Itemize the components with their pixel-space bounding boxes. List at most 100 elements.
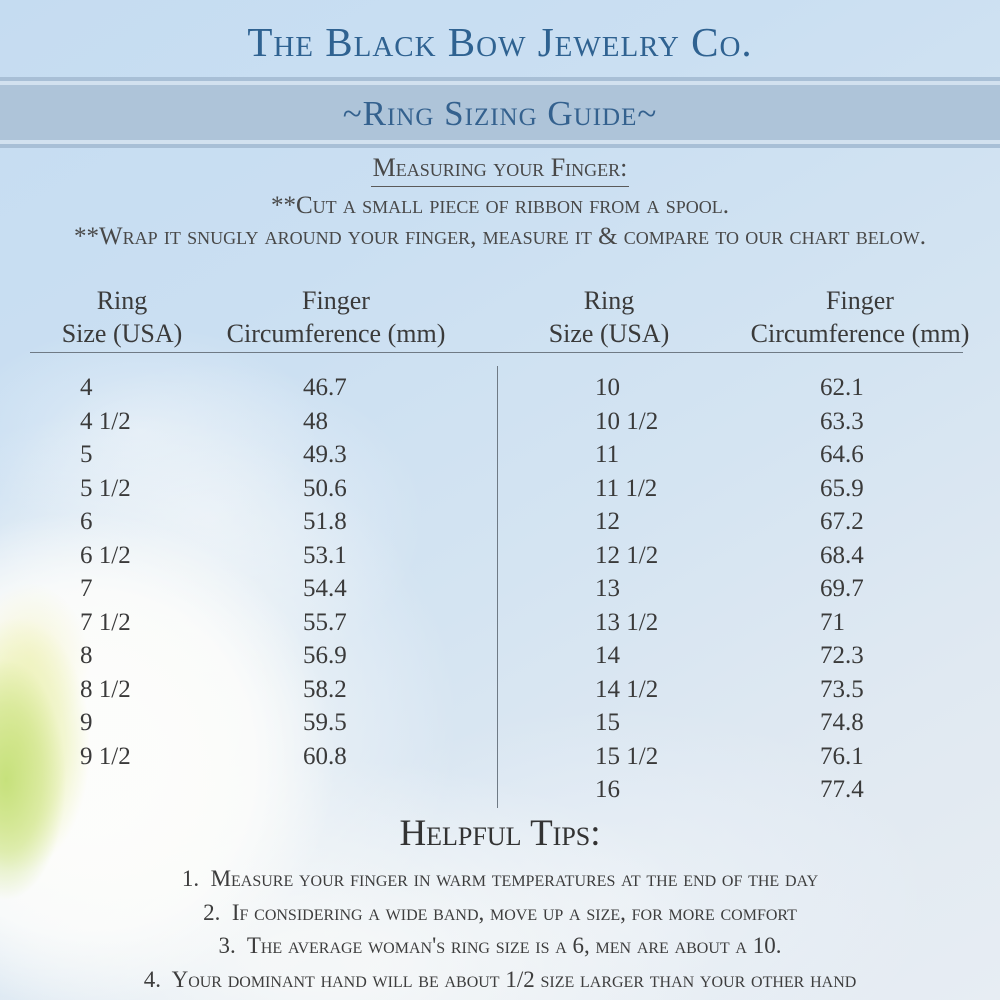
circumference-value: 60.8 [303,742,347,770]
table-row: 10 1/2 63.3 [500,405,963,439]
ring-size-value: 9 [80,709,93,736]
ring-size-value: 5 [80,441,93,468]
ring-size-value: 14 [595,642,620,669]
ring-size-header-line1: Ring [583,286,635,315]
circumference-value: 71 [820,608,845,636]
circumference-value: 77.4 [820,776,864,803]
instructions-title: Measuring your Finger: [370,153,630,187]
circumference-header-line2: Circumference (mm) [750,319,970,348]
ring-size-value: 11 [595,441,620,468]
circumference-value: 53.1 [303,541,347,569]
tip-line: 1. Measure your finger in warm temperatu… [181,866,819,891]
circumference-value: 63.3 [820,407,864,435]
banner-title: ~Ring Sizing Guide~ [342,93,658,133]
ring-size-value: 15 1/2 [595,742,659,770]
circumference-value: 62.1 [820,374,864,401]
ring-size-value: 8 1/2 [80,675,131,703]
company-title: The Black Bow Jewelry Co. [247,19,753,65]
table-row: 10 62.1 [500,371,963,405]
ring-size-value: 10 [595,374,620,401]
ring-size-header-line2: Size (USA) [548,319,670,348]
tip-line: 3. The average woman's ring size is a 6,… [218,933,782,958]
ring-size-value: 11 1/2 [595,474,658,502]
table-row: 15 74.8 [500,706,963,740]
circumference-value: 67.2 [820,508,864,535]
ring-size-value: 12 [595,508,620,535]
circumference-value: 48 [303,407,328,435]
ring-size-value: 12 1/2 [595,541,659,569]
ring-size-value: 5 1/2 [80,474,131,502]
circumference-header-line1: Finger [826,286,894,315]
helpful-tips-section: Helpful Tips: 1. Measure your finger in … [0,812,1000,996]
table-row: 4 46.7 [30,371,467,405]
ring-size-value: 4 1/2 [80,407,131,435]
table-row: 5 49.3 [30,438,467,472]
table-header-underline [30,352,963,353]
circumference-value: 49.3 [303,441,347,468]
ring-size-value: 13 [595,575,620,602]
ring-size-table-left: 4 46.7 4 1/2 48 5 49.3 5 1/2 50.6 6 51.8 6 1/2 53.1… [30,371,467,773]
circumference-column-header: Finger Circumference (mm) [216,284,456,350]
ring-size-table-right: 10 62.1 10 1/2 63.3 11 64.6 11 1/2 65.9 12 67.2 12… [500,371,963,807]
table-row: 13 1/2 71 [500,606,963,640]
table-row: 14 1/2 73.5 [500,673,963,707]
table-row: 12 1/2 68.4 [500,539,963,573]
circumference-value: 54.4 [303,575,347,602]
circumference-value: 51.8 [303,508,347,535]
ring-size-value: 13 1/2 [595,608,659,636]
measuring-instructions: Measuring your Finger: **Cut a small pie… [0,153,1000,252]
instruction-line-2: **Wrap it snugly around your finger, mea… [74,223,926,250]
table-column-divider [497,366,498,808]
ring-size-value: 7 [80,575,93,602]
circumference-column-header: Finger Circumference (mm) [740,284,980,350]
circumference-value: 56.9 [303,642,347,669]
circumference-value: 58.2 [303,675,347,703]
table-row: 4 1/2 48 [30,405,467,439]
helpful-tips-list: 1. Measure your finger in warm temperatu… [0,862,1000,996]
table-row: 6 51.8 [30,505,467,539]
circumference-header-line2: Circumference (mm) [226,319,446,348]
circumference-value: 59.5 [303,709,347,736]
ring-size-value: 16 [595,776,620,803]
circumference-value: 65.9 [820,474,864,502]
circumference-value: 69.7 [820,575,864,602]
table-row: 8 1/2 58.2 [30,673,467,707]
ring-size-header-line2: Size (USA) [61,319,183,348]
circumference-value: 72.3 [820,642,864,669]
ring-size-header-line1: Ring [96,286,148,315]
ring-size-column-header: Ring Size (USA) [27,284,217,350]
circumference-header-line1: Finger [302,286,370,315]
table-row: 6 1/2 53.1 [30,539,467,573]
table-row: 14 72.3 [500,639,963,673]
table-row: 11 64.6 [500,438,963,472]
ring-size-value: 4 [80,374,93,401]
ring-size-column-header: Ring Size (USA) [514,284,704,350]
ring-size-value: 7 1/2 [80,608,131,636]
circumference-value: 50.6 [303,474,347,502]
ring-size-value: 15 [595,709,620,736]
circumference-value: 64.6 [820,441,864,468]
circumference-value: 46.7 [303,374,347,401]
table-row: 7 54.4 [30,572,467,606]
helpful-tips-title: Helpful Tips: [399,813,601,854]
table-row: 9 1/2 60.8 [30,740,467,774]
ring-size-value: 10 1/2 [595,407,659,435]
instruction-line-1: **Cut a small piece of ribbon from a spo… [271,192,729,219]
ring-size-value: 9 1/2 [80,742,131,770]
circumference-value: 73.5 [820,675,864,703]
table-row: 12 67.2 [500,505,963,539]
ring-size-value: 14 1/2 [595,675,659,703]
table-row: 16 77.4 [500,773,963,807]
ring-size-value: 8 [80,642,93,669]
circumference-value: 68.4 [820,541,864,569]
table-row: 9 59.5 [30,706,467,740]
ring-size-value: 6 [80,508,93,535]
table-row: 7 1/2 55.7 [30,606,467,640]
ring-sizing-banner: ~Ring Sizing Guide~ [0,77,1000,148]
table-row: 13 69.7 [500,572,963,606]
table-row: 15 1/2 76.1 [500,740,963,774]
circumference-value: 76.1 [820,742,864,770]
tip-line: 4. Your dominant hand will be about 1/2 … [143,966,857,992]
tip-line: 2. If considering a wide band, move up a… [203,899,797,925]
